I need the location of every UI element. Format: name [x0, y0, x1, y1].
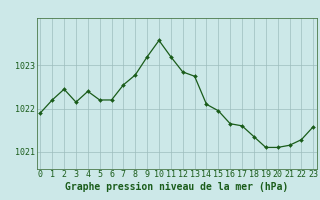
X-axis label: Graphe pression niveau de la mer (hPa): Graphe pression niveau de la mer (hPa) — [65, 182, 288, 192]
